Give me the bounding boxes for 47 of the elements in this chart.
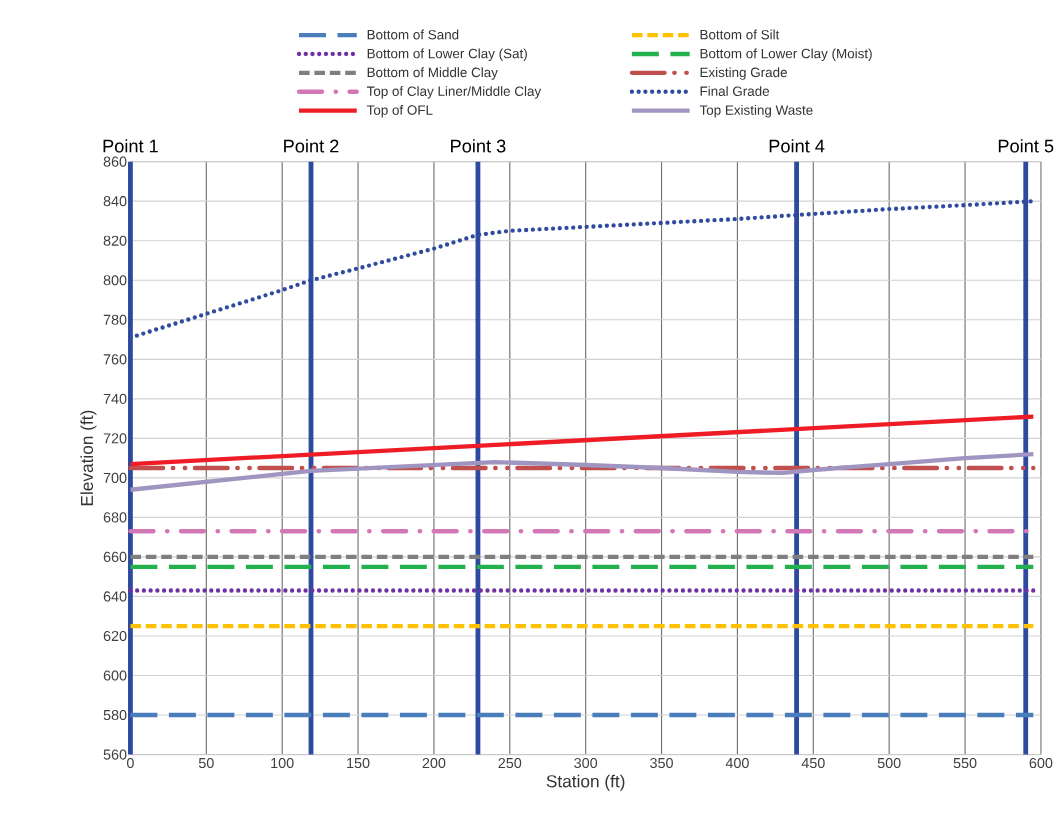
ref-line-label: Point 4 — [769, 138, 825, 153]
legend-label: Bottom of Middle Clay — [367, 67, 498, 80]
ref-line-label: Point 3 — [451, 138, 506, 153]
y-tick-label: 760 — [103, 354, 127, 365]
y-tick-label: 620 — [103, 630, 127, 641]
y-tick-label: 720 — [103, 433, 127, 444]
y-tick-label: 580 — [103, 709, 127, 720]
x-tick-label: 250 — [498, 757, 522, 768]
legend-label: Top Existing Waste — [699, 104, 813, 118]
y-tick-label: 740 — [103, 393, 127, 404]
y-axis-title: Elevation (ft) — [80, 410, 97, 505]
line-series — [128, 451, 1036, 492]
legend-label: Top of OFL — [366, 104, 433, 118]
x-tick-label: 600 — [1029, 757, 1053, 768]
x-tick-label: 150 — [347, 757, 370, 768]
legend-label: Existing Grade — [700, 67, 787, 80]
x-tick-label: 0 — [126, 757, 134, 768]
ref-line-label: Point 1 — [103, 138, 158, 153]
legend-label: Top of Clay Liner/Middle Clay — [366, 85, 542, 99]
x-tick-label: 550 — [953, 757, 977, 768]
y-tick-label: 680 — [103, 512, 127, 523]
y-tick-label: 840 — [103, 195, 127, 207]
x-tick-label: 50 — [198, 757, 214, 768]
legend-label: Final Grade — [700, 85, 770, 96]
legend-label: Bottom of Sand — [367, 29, 459, 40]
legend-label: Bottom of Lower Clay (Sat) — [367, 48, 527, 61]
x-tick-label: 450 — [801, 757, 825, 768]
y-tick-label: 600 — [103, 670, 127, 681]
x-tick-label: 300 — [574, 757, 598, 768]
legend-label: Bottom of Lower Clay (Moist) — [700, 48, 872, 61]
x-tick-label: 400 — [725, 757, 749, 768]
y-tick-label: 820 — [103, 235, 127, 246]
x-tick-label: 350 — [650, 757, 673, 768]
y-tick-label: 560 — [103, 749, 127, 760]
ref-line-label: Point 5 — [998, 138, 1054, 153]
y-tick-label: 860 — [103, 156, 127, 167]
y-tick-label: 780 — [103, 314, 127, 325]
y-tick-label: 800 — [103, 274, 127, 286]
x-tick-label: 500 — [877, 757, 901, 768]
x-axis-title: Station (ft) — [546, 774, 625, 791]
y-tick-label: 640 — [103, 591, 127, 602]
y-tick-label: 660 — [103, 551, 127, 562]
y-tick-label: 700 — [103, 472, 127, 483]
legend-label: Bottom of Silt — [700, 29, 780, 40]
x-tick-label: 200 — [422, 757, 446, 768]
ref-line-label: Point 2 — [284, 138, 339, 153]
x-tick-label: 100 — [271, 757, 294, 768]
